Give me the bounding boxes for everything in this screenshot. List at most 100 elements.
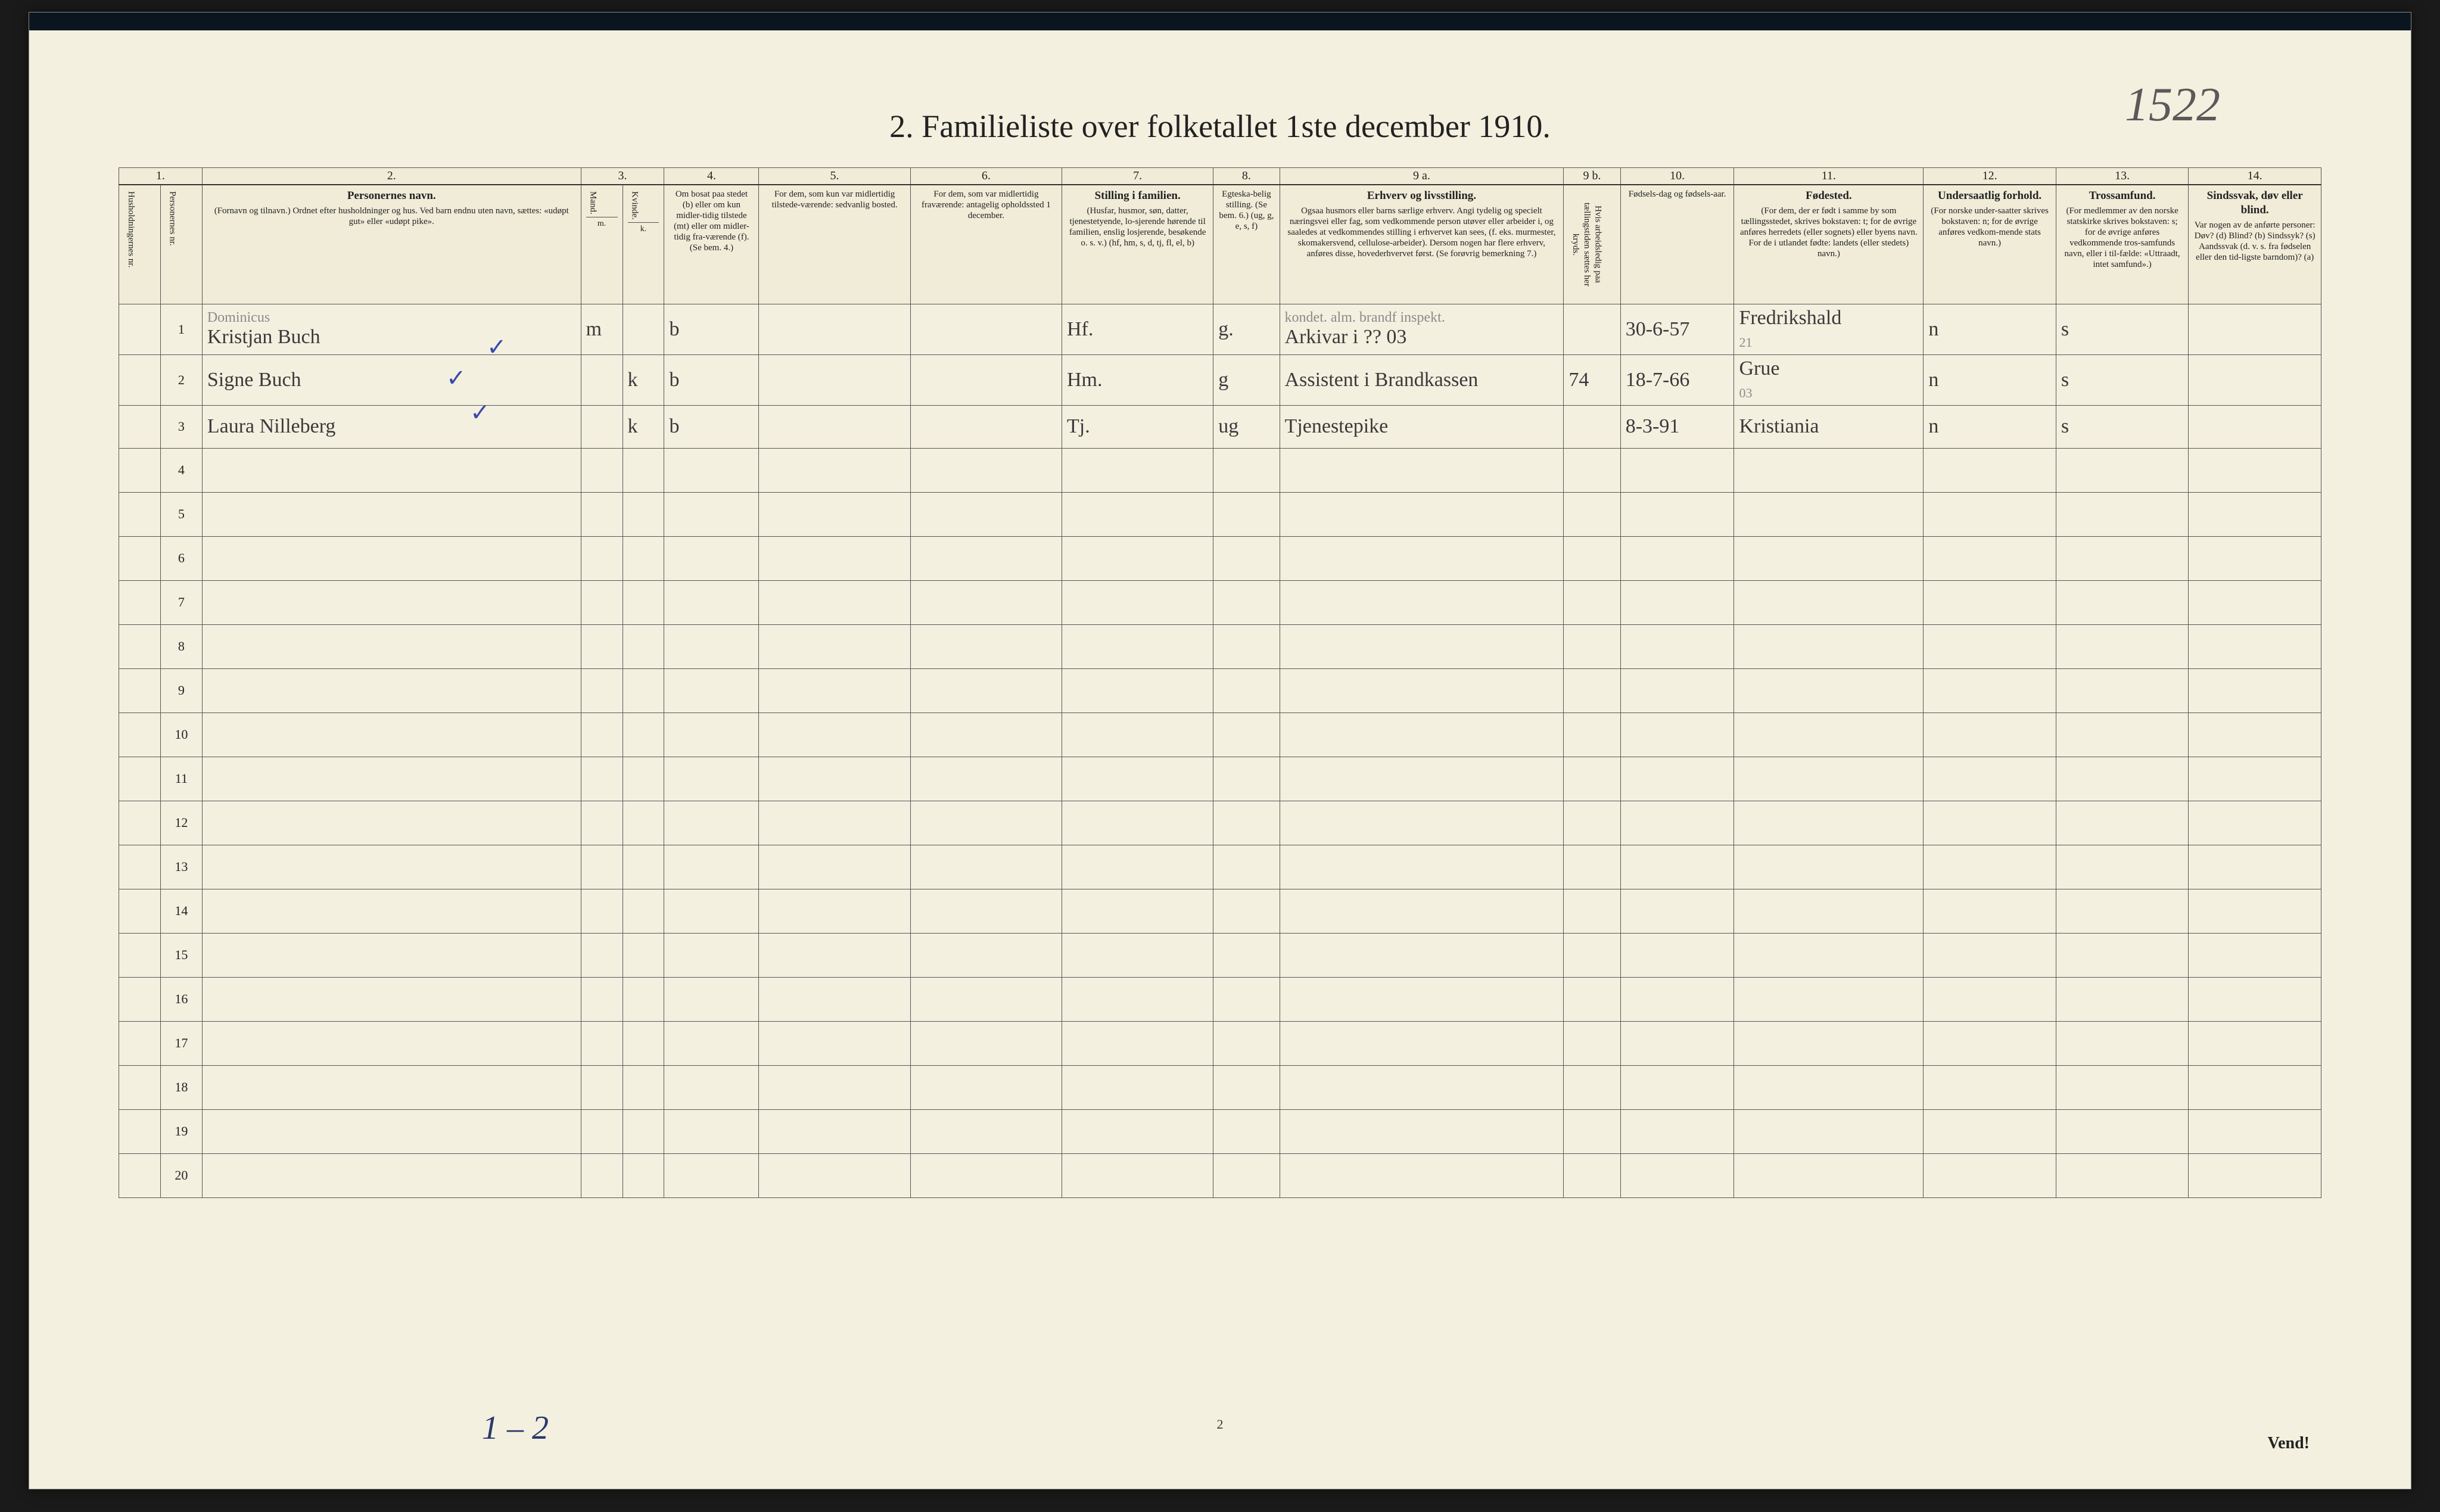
table-cell bbox=[910, 1153, 1062, 1197]
table-cell bbox=[1564, 304, 1620, 354]
table-cell bbox=[2189, 977, 2321, 1021]
table-cell bbox=[2056, 757, 2189, 801]
table-cell bbox=[759, 405, 910, 448]
table-cell bbox=[759, 1021, 910, 1065]
table-cell bbox=[759, 801, 910, 845]
table-body: 1DominicusKristjan BuchmbHf.g.kondet. al… bbox=[119, 304, 2321, 1197]
table-cell bbox=[1280, 757, 1564, 801]
table-row: 5 bbox=[119, 492, 2321, 536]
table-row: 18 bbox=[119, 1065, 2321, 1109]
table-cell bbox=[119, 1065, 161, 1109]
table-row: 12 bbox=[119, 801, 2321, 845]
table-cell bbox=[1062, 536, 1213, 580]
table-cell bbox=[2056, 624, 2189, 668]
table-cell bbox=[623, 801, 664, 845]
table-cell bbox=[910, 580, 1062, 624]
table-cell bbox=[202, 492, 581, 536]
table-cell bbox=[2056, 492, 2189, 536]
table-cell bbox=[759, 845, 910, 889]
table-cell: ug bbox=[1213, 405, 1280, 448]
table-cell bbox=[1564, 624, 1620, 668]
table-cell bbox=[1924, 801, 2056, 845]
table-cell bbox=[1620, 889, 1734, 933]
table-cell bbox=[910, 448, 1062, 492]
table-cell bbox=[1734, 580, 1924, 624]
table-cell bbox=[623, 1109, 664, 1153]
table-cell: 19 bbox=[160, 1109, 202, 1153]
table-cell bbox=[759, 713, 910, 757]
table-cell bbox=[1062, 801, 1213, 845]
table-cell bbox=[2189, 889, 2321, 933]
table-cell: 20 bbox=[160, 1153, 202, 1197]
table-cell bbox=[623, 977, 664, 1021]
column-number-row: 1.2.3.4.5.6.7.8.9 a.9 b.10.11.12.13.14. bbox=[119, 168, 2321, 185]
table-cell bbox=[1734, 668, 1924, 713]
table-cell bbox=[1620, 580, 1734, 624]
table-cell bbox=[119, 536, 161, 580]
table-cell bbox=[759, 668, 910, 713]
table-cell bbox=[1564, 713, 1620, 757]
footer-handwritten-note: 1 – 2 bbox=[482, 1409, 549, 1447]
table-cell bbox=[623, 713, 664, 757]
table-cell: Tjenestepike bbox=[1280, 405, 1564, 448]
check-mark-icon: ✓ bbox=[446, 364, 466, 392]
table-cell bbox=[1924, 933, 2056, 977]
table-cell bbox=[1213, 1153, 1280, 1197]
table-cell bbox=[119, 580, 161, 624]
table-cell bbox=[1734, 1109, 1924, 1153]
table-cell bbox=[1062, 492, 1213, 536]
table-cell bbox=[581, 933, 623, 977]
table-cell: n bbox=[1924, 304, 2056, 354]
column-header-cell: Trossamfund.(For medlemmer av den norske… bbox=[2056, 185, 2189, 304]
table-cell bbox=[910, 492, 1062, 536]
table-cell bbox=[1213, 448, 1280, 492]
table-cell bbox=[2189, 405, 2321, 448]
table-cell bbox=[1620, 1153, 1734, 1197]
column-number-cell: 12. bbox=[1924, 168, 2056, 185]
table-cell bbox=[1924, 624, 2056, 668]
table-cell bbox=[1564, 668, 1620, 713]
table-cell bbox=[1620, 624, 1734, 668]
table-cell bbox=[1734, 1153, 1924, 1197]
table-cell: m bbox=[581, 304, 623, 354]
table-cell: Hf. bbox=[1062, 304, 1213, 354]
table-cell: DominicusKristjan Buch bbox=[202, 304, 581, 354]
column-header-cell: Undersaatlig forhold.(For norske under-s… bbox=[1924, 185, 2056, 304]
table-cell bbox=[2189, 448, 2321, 492]
table-cell bbox=[1062, 845, 1213, 889]
table-cell bbox=[664, 536, 759, 580]
table-cell bbox=[759, 757, 910, 801]
table-cell bbox=[759, 1153, 910, 1197]
table-cell bbox=[1924, 889, 2056, 933]
table-cell bbox=[1280, 889, 1564, 933]
table-cell bbox=[2056, 977, 2189, 1021]
table-cell bbox=[1734, 448, 1924, 492]
table-cell bbox=[1620, 845, 1734, 889]
column-number-cell: 9 a. bbox=[1280, 168, 1564, 185]
table-cell bbox=[664, 624, 759, 668]
table-cell: 14 bbox=[160, 889, 202, 933]
table-cell bbox=[1280, 580, 1564, 624]
table-cell bbox=[1564, 1021, 1620, 1065]
census-page: 1522 2. Familieliste over folketallet 1s… bbox=[29, 12, 2411, 1489]
table-cell: 4 bbox=[160, 448, 202, 492]
table-cell bbox=[1734, 713, 1924, 757]
table-cell bbox=[1280, 668, 1564, 713]
table-cell bbox=[1620, 977, 1734, 1021]
table-cell bbox=[664, 757, 759, 801]
table-row: 16 bbox=[119, 977, 2321, 1021]
table-cell bbox=[1620, 713, 1734, 757]
table-cell bbox=[1924, 1065, 2056, 1109]
table-cell bbox=[119, 354, 161, 405]
top-dark-bar bbox=[29, 13, 2411, 30]
table-cell bbox=[2056, 536, 2189, 580]
table-cell bbox=[202, 801, 581, 845]
table-cell bbox=[1213, 1065, 1280, 1109]
table-cell bbox=[1280, 1153, 1564, 1197]
table-cell: Grue 03 bbox=[1734, 354, 1924, 405]
table-cell: 30-6-57 bbox=[1620, 304, 1734, 354]
table-cell bbox=[759, 889, 910, 933]
table-cell bbox=[202, 1065, 581, 1109]
table-row: 6 bbox=[119, 536, 2321, 580]
check-mark-icon: ✓ bbox=[487, 333, 507, 361]
